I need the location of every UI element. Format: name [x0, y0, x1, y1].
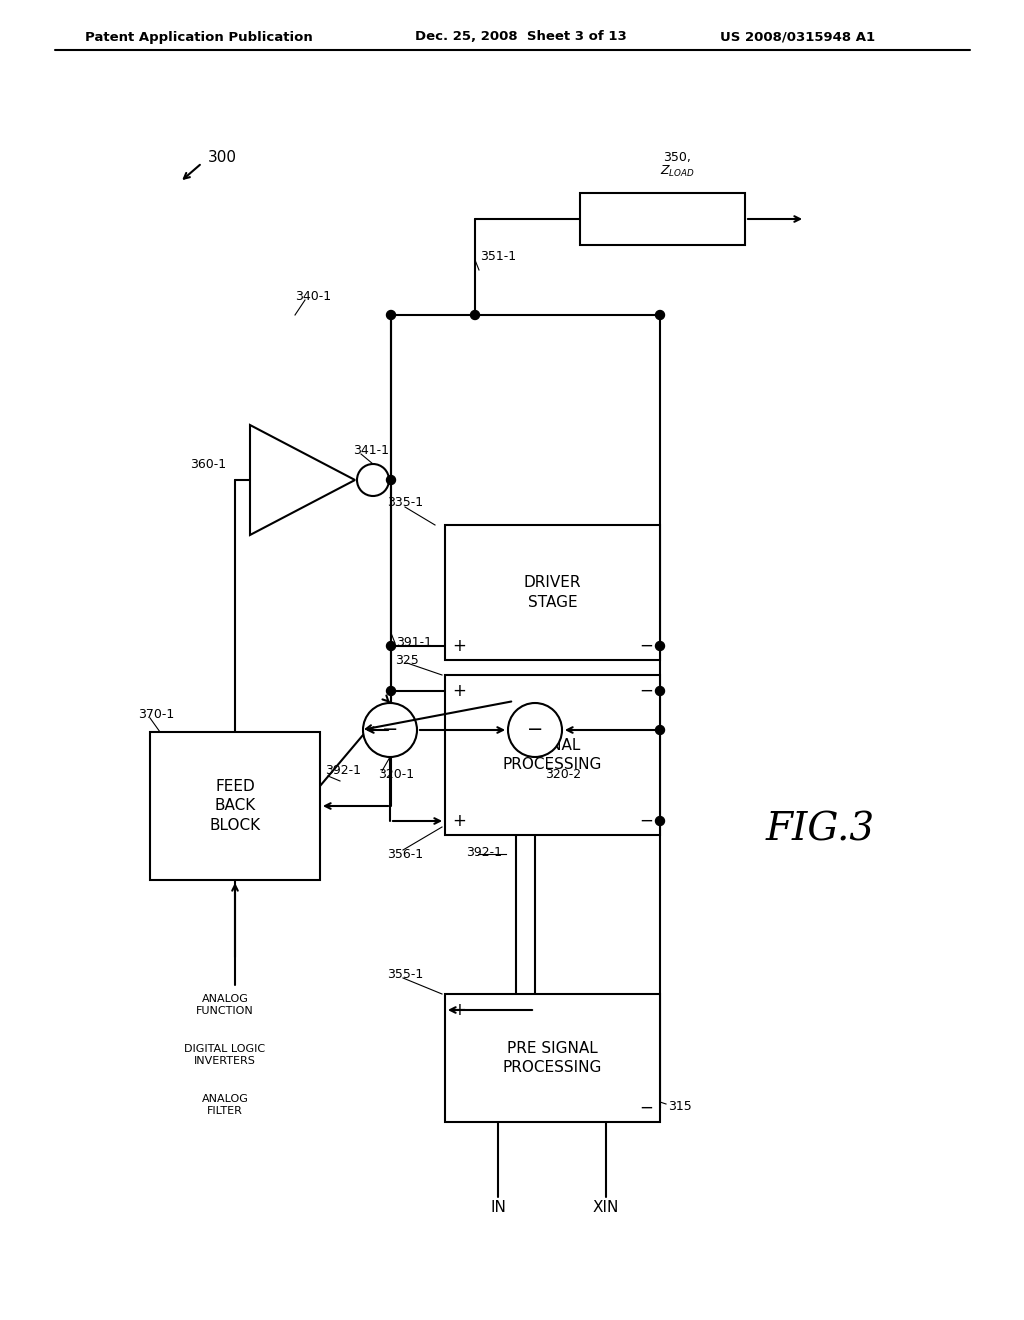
- Text: SIGNAL
PROCESSING: SIGNAL PROCESSING: [503, 738, 602, 772]
- Circle shape: [357, 465, 389, 496]
- Circle shape: [655, 642, 665, 651]
- Text: IN: IN: [490, 1200, 506, 1214]
- Text: −: −: [639, 1100, 653, 1117]
- Text: 370-1: 370-1: [138, 708, 174, 721]
- Circle shape: [655, 310, 665, 319]
- Text: 335-1: 335-1: [387, 496, 423, 510]
- Text: 391-1: 391-1: [396, 636, 432, 649]
- Bar: [445, 525, 660, 660]
- Circle shape: [655, 726, 665, 734]
- Text: −: −: [639, 682, 653, 700]
- Text: 340-1: 340-1: [295, 290, 331, 304]
- Circle shape: [655, 817, 665, 825]
- Text: +: +: [452, 682, 466, 700]
- Text: 320-1: 320-1: [378, 768, 414, 781]
- Circle shape: [508, 704, 562, 756]
- Text: 360-1: 360-1: [190, 458, 226, 471]
- Text: DRIVER
STAGE: DRIVER STAGE: [523, 576, 582, 610]
- Circle shape: [386, 475, 395, 484]
- Text: $Z_{LOAD}$: $Z_{LOAD}$: [659, 164, 694, 180]
- Text: −: −: [382, 721, 398, 739]
- Circle shape: [386, 310, 395, 319]
- Text: 325: 325: [395, 653, 419, 667]
- Text: PRE SIGNAL
PROCESSING: PRE SIGNAL PROCESSING: [503, 1040, 602, 1076]
- Text: ANALOG
FUNCTION: ANALOG FUNCTION: [197, 994, 254, 1016]
- Text: 341-1: 341-1: [353, 444, 389, 457]
- Text: Dec. 25, 2008  Sheet 3 of 13: Dec. 25, 2008 Sheet 3 of 13: [415, 30, 627, 44]
- Bar: [150, 733, 319, 880]
- Text: FIG.3: FIG.3: [765, 812, 874, 849]
- Text: XIN: XIN: [593, 1200, 620, 1214]
- Text: −: −: [639, 638, 653, 655]
- Text: 320-2: 320-2: [545, 768, 582, 781]
- Text: US 2008/0315948 A1: US 2008/0315948 A1: [720, 30, 876, 44]
- Bar: [580, 193, 745, 246]
- Text: 356-1: 356-1: [387, 849, 423, 862]
- Circle shape: [470, 310, 479, 319]
- Text: DIGITAL LOGIC
INVERTERS: DIGITAL LOGIC INVERTERS: [184, 1044, 265, 1065]
- Text: +: +: [452, 812, 466, 830]
- Text: 351-1: 351-1: [480, 251, 516, 264]
- Text: FEED
BACK
BLOCK: FEED BACK BLOCK: [210, 779, 260, 833]
- Text: 350,: 350,: [664, 152, 691, 165]
- Text: ANALOG
FILTER: ANALOG FILTER: [202, 1094, 249, 1115]
- Text: +: +: [452, 638, 466, 655]
- Circle shape: [655, 686, 665, 696]
- Text: +: +: [452, 1001, 466, 1019]
- Text: 392-1: 392-1: [466, 846, 502, 858]
- Text: 300: 300: [208, 150, 237, 165]
- Text: 355-1: 355-1: [387, 968, 423, 981]
- Circle shape: [362, 704, 417, 756]
- Text: Patent Application Publication: Patent Application Publication: [85, 30, 312, 44]
- Text: −: −: [526, 721, 543, 739]
- Bar: [445, 994, 660, 1122]
- Circle shape: [386, 686, 395, 696]
- Text: −: −: [639, 812, 653, 830]
- Bar: [445, 675, 660, 836]
- Text: 392-1: 392-1: [325, 764, 361, 777]
- Text: 315: 315: [668, 1101, 692, 1114]
- Circle shape: [386, 642, 395, 651]
